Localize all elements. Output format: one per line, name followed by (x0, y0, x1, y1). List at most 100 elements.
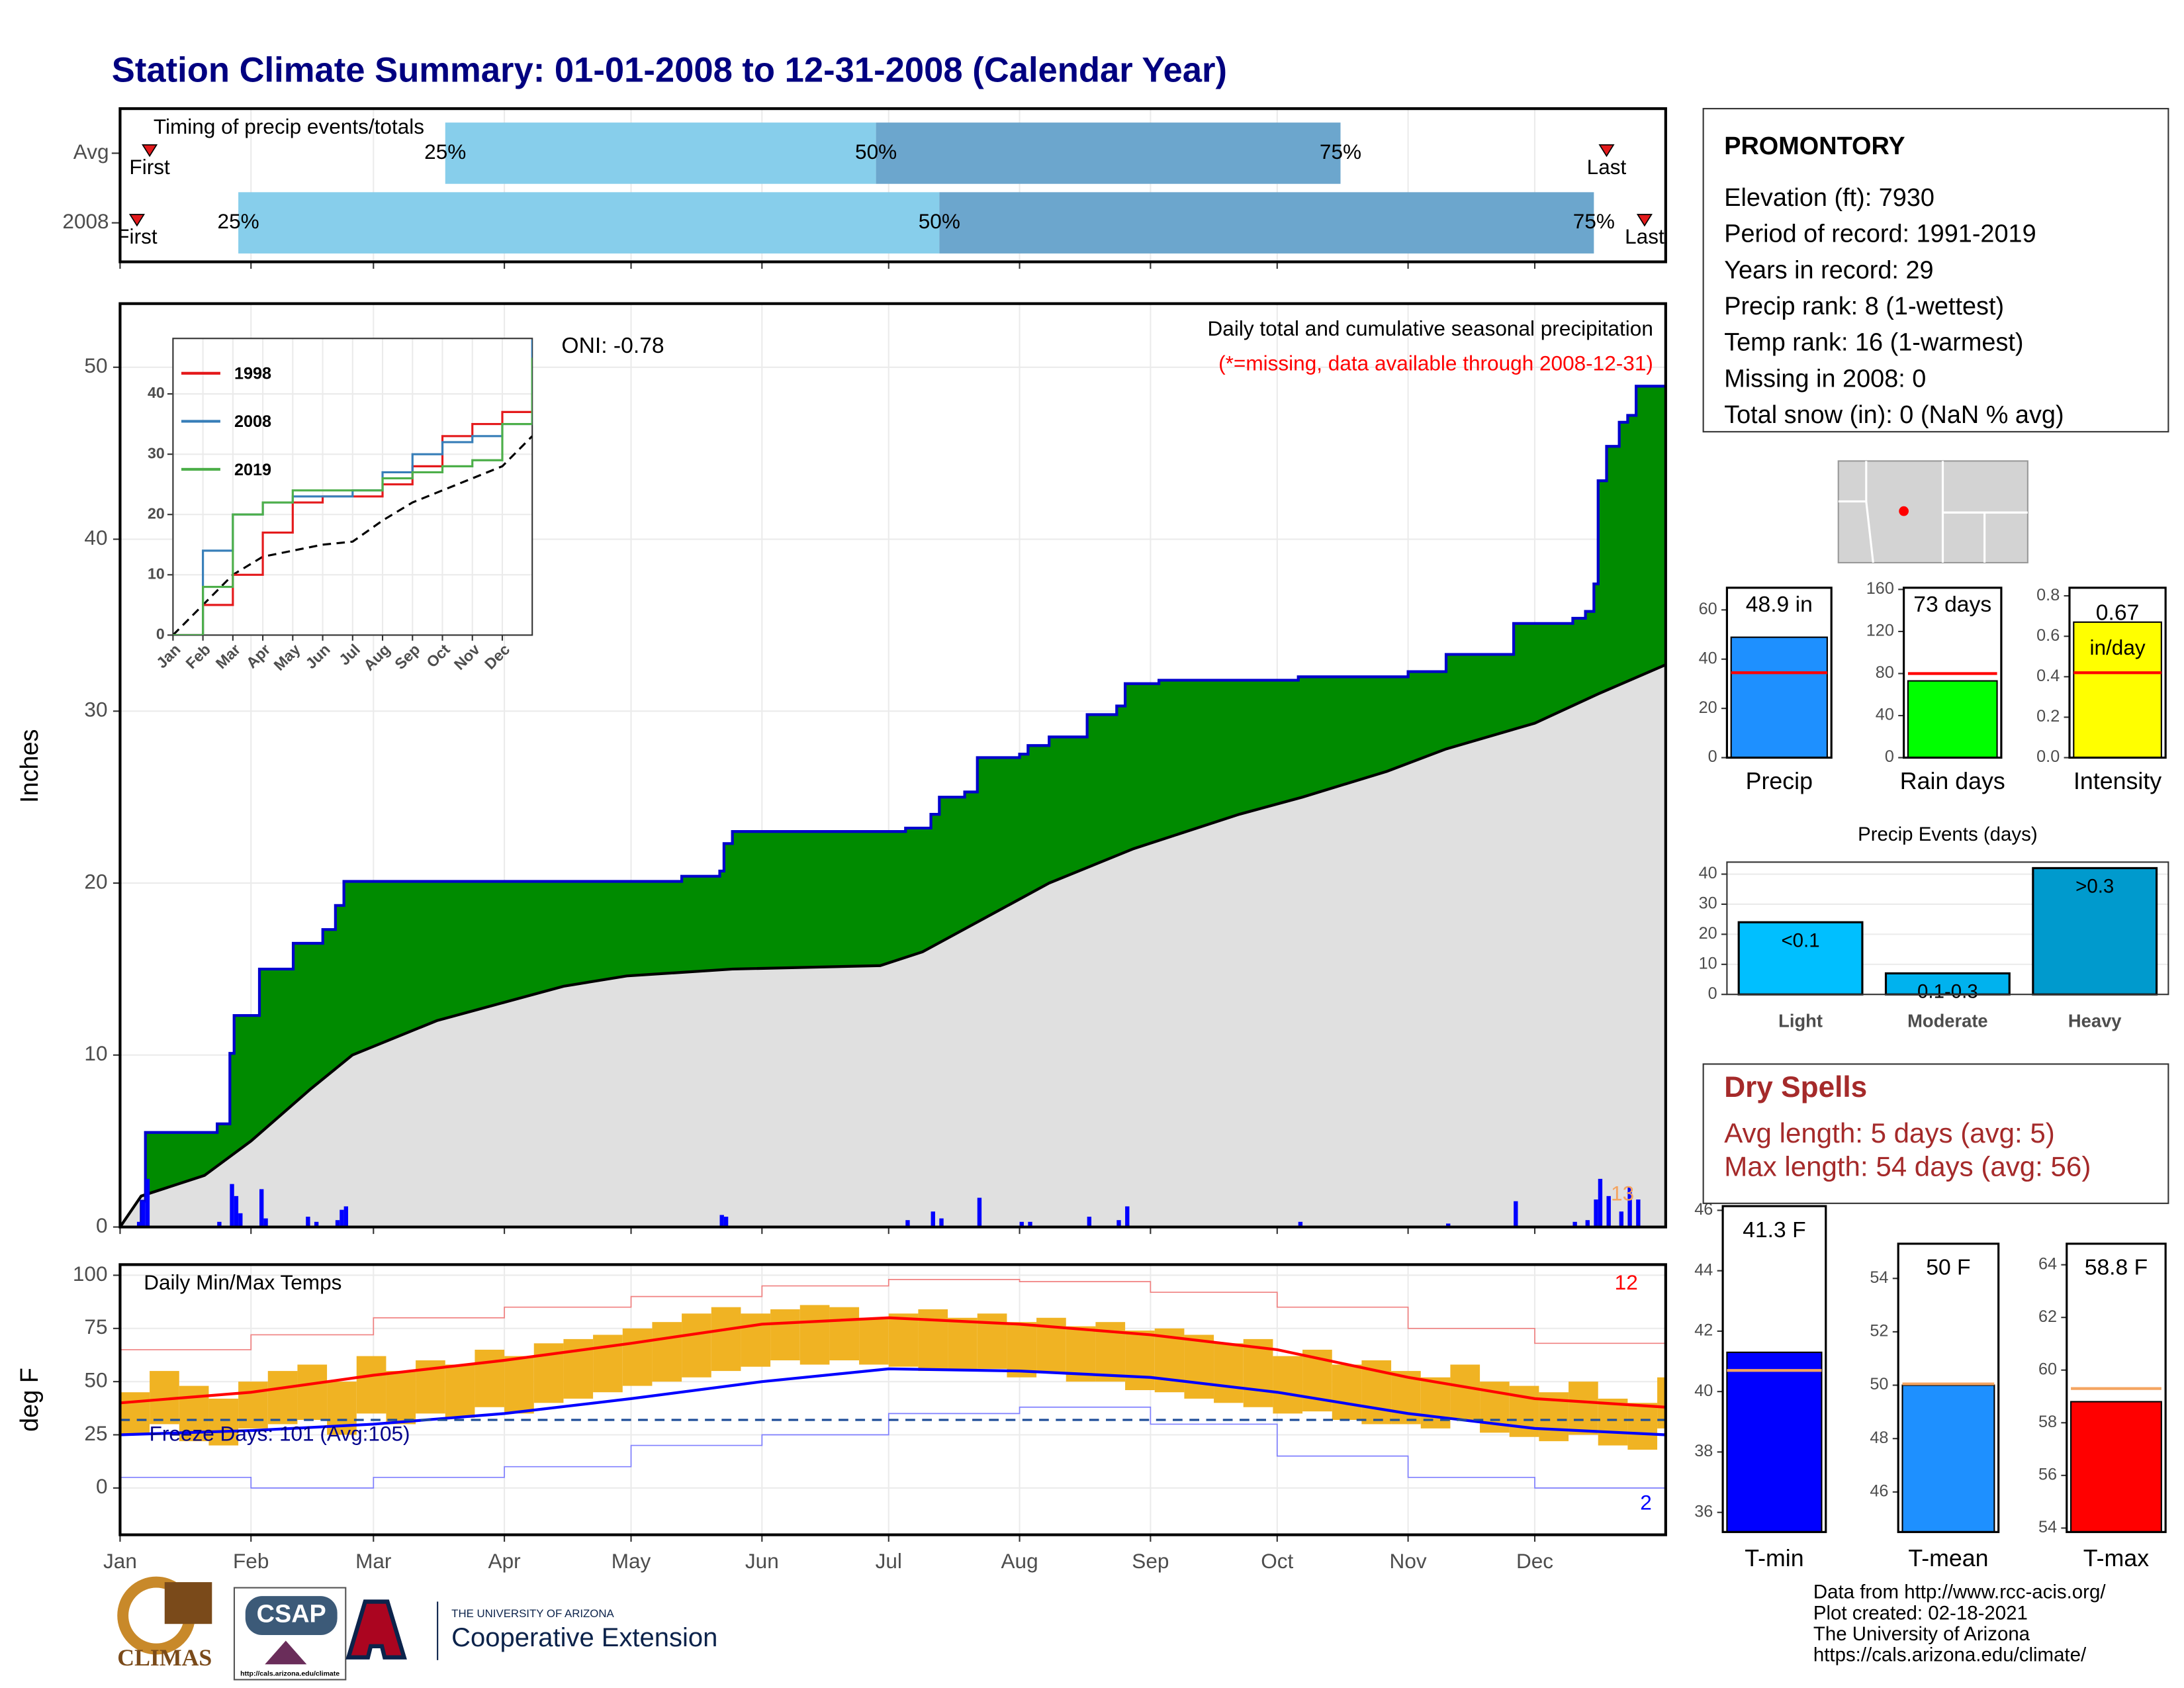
legend-label: 2019 (234, 461, 271, 479)
y-tick-label: 58 (2038, 1413, 2057, 1431)
y-tick-label: 30 (148, 444, 165, 461)
station-info: Years in record: 29 (1724, 256, 1933, 284)
panel-border (2066, 1243, 2167, 1533)
daily-bar (263, 1218, 268, 1227)
ua-logo (345, 1599, 407, 1660)
daily-bar (931, 1211, 935, 1227)
inset-border (172, 338, 533, 636)
y-tick-label: 40 (1699, 864, 1717, 882)
location-map (1837, 460, 2028, 564)
bar (1884, 972, 2011, 996)
daily-bar (723, 1217, 729, 1227)
normal-line (120, 1367, 1666, 1436)
temp-range-bar (1214, 1343, 1244, 1403)
y-tick-label: 52 (1870, 1322, 1888, 1340)
daily-bar (1572, 1221, 1577, 1227)
marker-label: Last (1625, 224, 1664, 248)
y-tick-label: 0.8 (2036, 586, 2060, 604)
average-line (120, 663, 1666, 1227)
dry-spells-box (1702, 1063, 2169, 1204)
y-tick-label: 40 (148, 384, 165, 401)
panel-border (1903, 586, 2003, 759)
station-info: Elevation (ft): 7930 (1724, 184, 1934, 212)
daily-bar (1298, 1221, 1303, 1227)
daily-bar (1585, 1220, 1590, 1227)
y-tick-label: 64 (2038, 1254, 2057, 1273)
daily-bar (939, 1218, 944, 1227)
y-tick-label: 0 (1885, 747, 1894, 766)
daily-bar (905, 1220, 910, 1227)
station-name: PROMONTORY (1724, 132, 1905, 160)
marker-label: Last (1587, 155, 1627, 179)
panel-border (1897, 1243, 2000, 1533)
category-label: T-max (2083, 1545, 2149, 1571)
temp-range-bar (1598, 1398, 1628, 1446)
x-tick-label: Aug (1001, 1549, 1038, 1573)
bar (2073, 621, 2162, 759)
timing-marker (142, 144, 158, 158)
station-info: Total snow (in): 0 (NaN % avg) (1724, 401, 2064, 429)
temp-range-bar (356, 1356, 387, 1414)
quantile-label: 50% (855, 140, 897, 164)
value-label: 48.9 in (1746, 592, 1813, 617)
legend-label: 1998 (234, 365, 271, 383)
timing-bar-late (876, 122, 1341, 184)
temp-range-bar (652, 1322, 682, 1382)
panel-border (1725, 586, 1833, 759)
category-label: T-mean (1908, 1545, 1988, 1571)
temp-range-bar (386, 1371, 416, 1425)
climas-logo-block (164, 1582, 212, 1624)
freeze-label: Freeze Days: 101 (Avg:105) (150, 1421, 410, 1445)
timing-bar-late (939, 192, 1594, 254)
y-tick-label: 20 (1699, 924, 1717, 943)
legend-label: 2008 (234, 412, 271, 431)
y-tick-label: 0 (1708, 747, 1717, 766)
daily-bar (217, 1221, 222, 1227)
temp-range-bar (1569, 1382, 1598, 1435)
y-tick-label: 25 (84, 1421, 107, 1445)
csap-logo-text: CSAP (257, 1601, 326, 1628)
y-tick-label: 0.6 (2036, 626, 2060, 645)
unit-label: in/day (2089, 635, 2145, 659)
range-label: <0.1 (1782, 929, 1820, 951)
daily-bar (1125, 1206, 1130, 1227)
daily-bar (335, 1220, 340, 1227)
daily-bar (234, 1196, 239, 1227)
y-tick-label: 10 (84, 1041, 107, 1065)
value-label: 58.8 F (2085, 1256, 2148, 1280)
y-tick-label: 46 (1870, 1482, 1888, 1501)
daily-bar (1594, 1199, 1598, 1227)
daily-bar (977, 1197, 982, 1227)
chart-title: Station Climate Summary: 01-01-2008 to 1… (112, 50, 1227, 89)
quantile-label: 25% (218, 209, 259, 233)
x-tick-label: Light (1778, 1011, 1823, 1031)
panel-title: Daily total and cumulative seasonal prec… (1208, 316, 1653, 340)
range-label: 0.1-0.3 (1917, 981, 1978, 1003)
ua-name: THE UNIVERSITY OF ARIZONA (451, 1607, 614, 1620)
station-dot (1899, 506, 1909, 516)
daily-bar (1116, 1220, 1121, 1227)
daily-bar (145, 1178, 150, 1227)
y-tick-label: 40 (1694, 1382, 1713, 1400)
y-tick-label: 0.4 (2036, 667, 2060, 685)
quantile-label: 75% (1320, 140, 1361, 164)
y-tick-label: 54 (1870, 1268, 1888, 1287)
quantile-label: 50% (919, 209, 960, 233)
station-info: Temp rank: 16 (1-warmest) (1724, 329, 2023, 357)
quantile-label: 75% (1573, 209, 1615, 233)
temp-range-bar (504, 1356, 534, 1414)
temp-range-bar (445, 1364, 475, 1418)
x-tick-label: May (612, 1549, 651, 1573)
x-tick-label: Heavy (2068, 1011, 2122, 1031)
temp-range-bar (120, 1392, 150, 1435)
daily-bar (1606, 1196, 1611, 1227)
temp-range-bar (208, 1398, 239, 1446)
chart-title: Precip Events (days) (1858, 823, 2038, 845)
y-tick-label: 0 (96, 1213, 108, 1237)
y-tick-label: 100 (73, 1262, 108, 1286)
daily-bar (340, 1209, 344, 1227)
credit-line: https://cals.arizona.edu/climate/ (1813, 1644, 2087, 1665)
panel-border (2068, 586, 2167, 759)
timing-marker (128, 214, 145, 227)
